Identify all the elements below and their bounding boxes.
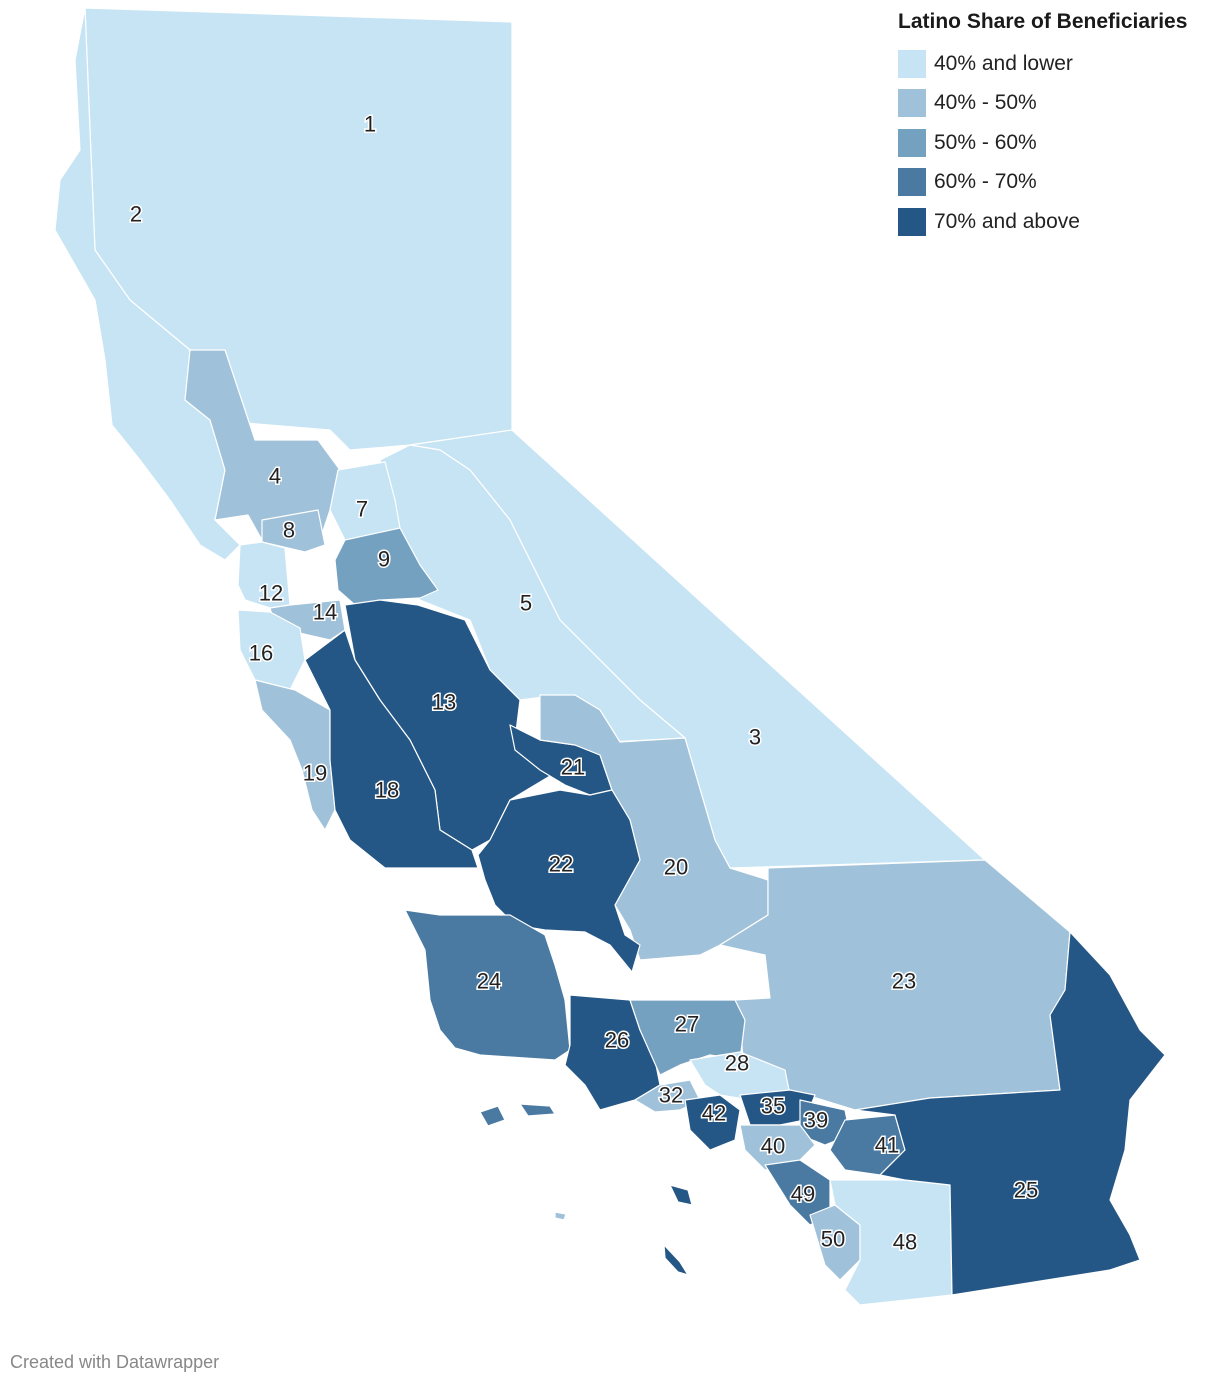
district-label-40: 40 [761, 1134, 785, 1159]
district-label-4: 4 [269, 464, 281, 489]
district-18 [304, 629, 479, 869]
legend-title: Latino Share of Beneficiaries [898, 10, 1188, 33]
district-label-23: 23 [892, 969, 916, 994]
district-24 [519, 1103, 556, 1117]
channel-islands [479, 1103, 693, 1276]
district-label-14: 14 [313, 600, 337, 625]
district-27 [629, 999, 746, 1076]
credit-text: Created with Datawrapper [10, 1352, 220, 1372]
district-24 [404, 909, 571, 1061]
district-label-27: 27 [675, 1012, 699, 1037]
district-shapes [54, 7, 1166, 1306]
district-label-42: 42 [702, 1101, 726, 1126]
legend-item: 40% and lower [898, 44, 1187, 84]
district-label-50: 50 [821, 1227, 845, 1252]
legend-label: 40% - 50% [934, 91, 1037, 115]
district-26 [669, 1184, 693, 1206]
district-42 [684, 1094, 741, 1151]
district-label-7: 7 [356, 497, 368, 522]
legend-label: 60% - 70% [934, 170, 1037, 194]
district-label-16: 16 [249, 641, 273, 666]
legend-swatch [898, 207, 926, 236]
district-label-26: 26 [605, 1028, 629, 1053]
district-2 [54, 7, 241, 561]
district-label-5: 5 [520, 591, 532, 616]
district-19 [254, 679, 336, 831]
district-20 [539, 694, 769, 961]
legend-swatch [898, 128, 926, 157]
legend-item: 70% and above [898, 202, 1187, 242]
district-label-1: 1 [364, 112, 376, 137]
district-label-22: 22 [549, 852, 573, 877]
district-label-2: 2 [130, 202, 142, 227]
district-label-9: 9 [378, 547, 390, 572]
district-label-12: 12 [259, 581, 283, 606]
district-label-41: 41 [875, 1133, 899, 1158]
district-25 [854, 931, 1166, 1296]
district-label-18: 18 [375, 778, 399, 803]
district-8 [261, 509, 326, 553]
district-label-49: 49 [791, 1182, 815, 1207]
district-9 [334, 527, 439, 606]
district-label-21: 21 [561, 755, 585, 780]
district-label-13: 13 [432, 690, 456, 715]
district-label-39: 39 [804, 1108, 828, 1133]
legend-label: 70% and above [934, 209, 1080, 233]
district-24 [479, 1105, 506, 1127]
district-label-19: 19 [303, 761, 327, 786]
legend-swatch [898, 89, 926, 118]
legend-label: 50% - 60% [934, 130, 1037, 154]
district-50 [554, 1211, 567, 1221]
district-label-48: 48 [893, 1230, 917, 1255]
legend-item: 60% - 70% [898, 163, 1187, 203]
legend-item: 50% - 60% [898, 123, 1187, 163]
district-label-20: 20 [664, 855, 688, 880]
district-labels: 1 2 3 4 5 7 8 9 12 14 16 13 19 18 21 22 … [128, 110, 1039, 1256]
district-label-25: 25 [1014, 1178, 1038, 1203]
district-label-35: 35 [761, 1094, 785, 1119]
district-label-24: 24 [477, 969, 501, 994]
legend-swatch [898, 49, 926, 78]
district-label-3: 3 [749, 725, 761, 750]
district-16 [237, 609, 306, 691]
legend: Latino Share of Beneficiaries 40% and lo… [898, 10, 1187, 242]
district-label-32: 32 [659, 1083, 683, 1108]
legend-item: 40% - 50% [898, 84, 1187, 124]
legend-swatch [898, 168, 926, 197]
district-26 [663, 1244, 689, 1276]
district-label-8: 8 [283, 518, 295, 543]
district-label-28: 28 [725, 1051, 749, 1076]
legend-items: 40% and lower 40% - 50% 50% - 60% 60% - … [898, 44, 1187, 242]
legend-label: 40% and lower [934, 51, 1073, 75]
